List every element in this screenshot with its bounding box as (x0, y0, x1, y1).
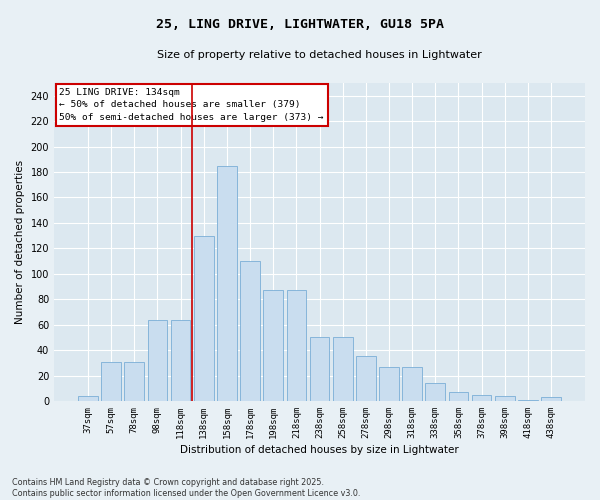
Bar (495, 396, 515, 401)
Bar (171, 320, 190, 401)
Bar (148, 320, 167, 401)
Bar (78, 396, 98, 401)
Bar (356, 356, 376, 401)
Bar (472, 394, 491, 401)
Bar (379, 366, 399, 401)
Bar (449, 392, 468, 401)
Text: Contains HM Land Registry data © Crown copyright and database right 2025.
Contai: Contains HM Land Registry data © Crown c… (12, 478, 361, 498)
Bar (217, 166, 237, 401)
Bar (287, 290, 306, 401)
Bar (425, 383, 445, 401)
Bar (310, 338, 329, 401)
Bar (541, 397, 561, 401)
Bar (194, 236, 214, 401)
Y-axis label: Number of detached properties: Number of detached properties (15, 160, 25, 324)
X-axis label: Distribution of detached houses by size in Lightwater: Distribution of detached houses by size … (180, 445, 459, 455)
Bar (263, 290, 283, 401)
Text: 25, LING DRIVE, LIGHTWATER, GU18 5PA: 25, LING DRIVE, LIGHTWATER, GU18 5PA (156, 18, 444, 30)
Bar (518, 400, 538, 401)
Title: Size of property relative to detached houses in Lightwater: Size of property relative to detached ho… (157, 50, 482, 60)
Bar (240, 261, 260, 401)
Text: 25 LING DRIVE: 134sqm
← 50% of detached houses are smaller (379)
50% of semi-det: 25 LING DRIVE: 134sqm ← 50% of detached … (59, 88, 324, 122)
Bar (402, 366, 422, 401)
Bar (124, 362, 144, 401)
Bar (101, 362, 121, 401)
Bar (333, 338, 353, 401)
